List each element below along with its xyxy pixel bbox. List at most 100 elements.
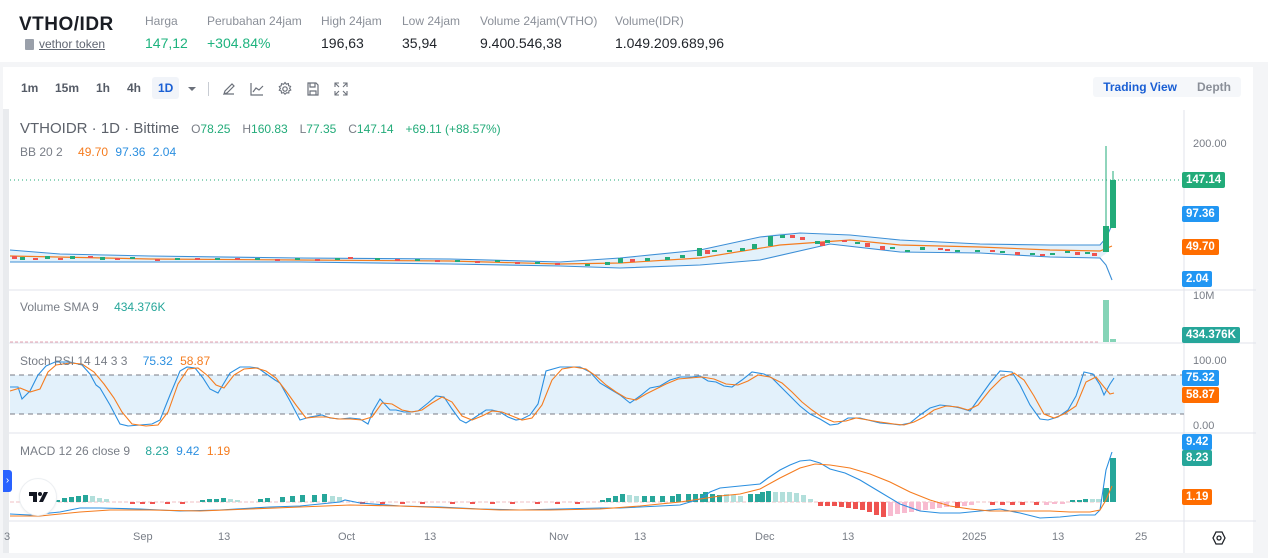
stat-high-24h: High 24jam 196,63 [321, 14, 382, 51]
stoch-legend[interactable]: Stoch RSI 14 14 3 3 75.32 58.87 [20, 354, 214, 368]
x-axis-label: 13 [634, 531, 647, 543]
ohlc-l-label: L [299, 122, 307, 136]
stat-change-24h: Perubahan 24jam +304.84% [207, 14, 302, 51]
stat-price: Harga 147,12 [145, 14, 188, 51]
x-axis-label: Sep [133, 531, 153, 543]
macd-label: MACD 12 26 close 9 [20, 444, 131, 458]
token-link[interactable]: vethor token [39, 37, 106, 51]
bb-lower-tag: 2.04 [1182, 271, 1213, 287]
last-price-tag: 147.14 [1182, 172, 1226, 188]
ohlc-h-label: H [242, 122, 252, 136]
x-axis-label: Dec [755, 531, 775, 543]
bb-upper-tag: 97.36 [1182, 206, 1219, 222]
settings-gear-icon[interactable] [277, 81, 293, 97]
ohlc-close: 147.14 [356, 122, 394, 136]
x-axis-label: 2025 [962, 531, 987, 543]
stoch-axis-tick-0: 0.00 [1193, 420, 1215, 432]
candles [12, 146, 1116, 266]
market-header: VTHO/IDR vethor token Harga 147,12 Perub… [0, 0, 1268, 62]
ohlc-o-label: O [191, 122, 201, 136]
stoch-axis-tick-100: 100.00 [1193, 355, 1227, 367]
volume-legend[interactable]: Volume SMA 9 434.376K [20, 300, 169, 314]
tab-trading-view[interactable]: Trading View [1103, 80, 1177, 94]
bb-basis-tag: 49.70 [1182, 239, 1219, 255]
macd-line-value: 9.42 [176, 444, 200, 458]
x-axis-label: 13 [1052, 531, 1065, 543]
symbol-legend: VTHOIDR · 1D · Bittime O78.25 H160.83 L7… [20, 120, 505, 137]
tradingview-logo-icon [29, 492, 48, 502]
volume-label: Volume SMA 9 [20, 300, 99, 314]
stat-value: 196,63 [321, 35, 364, 51]
x-axis-label: 25 [1135, 531, 1148, 543]
stat-value: 1.049.209.689,96 [615, 35, 724, 51]
bb-label: BB 20 2 [20, 145, 63, 159]
macd-hist-value: 8.23 [145, 444, 169, 458]
stat-value: +304.84% [207, 35, 271, 51]
view-tabs: Trading View Depth [1093, 77, 1241, 97]
macd-hist-tag: 8.23 [1182, 450, 1213, 466]
x-axis-label: 13 [218, 531, 231, 543]
stoch-k-value: 75.32 [142, 354, 173, 368]
stat-value: 9.400.546,38 [480, 35, 562, 51]
token-info: vethor token [25, 37, 105, 51]
bb-legend[interactable]: BB 20 2 49.70 97.36 2.04 [20, 145, 180, 159]
ohlc-c-label: C [348, 122, 357, 136]
volume-axis-tick: 10M [1193, 290, 1215, 302]
stat-label: Volume(IDR) [615, 14, 684, 28]
book-icon [25, 38, 34, 50]
stat-value: 147,12 [145, 35, 188, 51]
ohlc-low: 77.35 [306, 122, 337, 136]
left-sidebar-edge [3, 109, 9, 553]
ohlc-open: 78.25 [200, 122, 231, 136]
ohlc-change: +69.11 (+88.57%) [405, 122, 501, 136]
stoch-d-value: 58.87 [180, 354, 211, 368]
macd-histogram [55, 458, 1116, 517]
macd-legend[interactable]: MACD 12 26 close 9 8.23 9.42 1.19 [20, 444, 234, 458]
timeframe-15m[interactable]: 15m [55, 81, 80, 95]
drawing-pencil-icon[interactable] [221, 81, 237, 97]
symbol-title: VTHOIDR · 1D · Bittime [20, 120, 180, 137]
timeframe-4h[interactable]: 4h [127, 81, 142, 95]
stat-volume-idr: Volume(IDR) 1.049.209.689,96 [615, 14, 724, 51]
toolbar-divider [208, 82, 209, 96]
volume-sma-value: 434.376K [114, 300, 166, 314]
pair-title: VTHO/IDR [19, 14, 114, 35]
volume-sma-tag: 434.376K [1182, 327, 1240, 343]
x-axis-label: 13 [842, 531, 855, 543]
bb-lower-value: 2.04 [152, 145, 177, 159]
stat-label: Perubahan 24jam [207, 14, 302, 28]
macd-line-tag: 9.42 [1182, 434, 1213, 450]
tab-depth[interactable]: Depth [1197, 80, 1231, 94]
save-icon[interactable] [305, 81, 321, 97]
stoch-d-tag: 58.87 [1182, 387, 1219, 403]
chart-toolbar: 1m 15m 1h 4h 1D Trading View Depth [3, 67, 1253, 109]
fullscreen-icon[interactable] [333, 81, 349, 97]
x-axis-label: 3 [4, 531, 11, 543]
stat-label: High 24jam [321, 14, 382, 28]
x-axis-label: 13 [424, 531, 437, 543]
x-axis-label: Oct [338, 531, 356, 543]
macd-signal-value: 1.19 [206, 444, 231, 458]
ohlc-high: 160.83 [251, 122, 288, 136]
macd-signal-tag: 1.19 [1182, 489, 1213, 505]
tradingview-logo[interactable] [19, 478, 57, 516]
chart-settings-icon[interactable] [1211, 530, 1227, 546]
x-axis-label: Nov [549, 531, 569, 543]
indicators-icon[interactable] [249, 81, 265, 97]
right-panel-edge [1256, 62, 1268, 558]
stat-label: Low 24jam [402, 14, 461, 28]
stat-label: Volume 24jam(VTHO) [480, 14, 598, 28]
timeframe-1m[interactable]: 1m [21, 81, 39, 95]
timeframe-1h[interactable]: 1h [96, 81, 111, 95]
expand-sidebar-button[interactable]: › [3, 470, 12, 492]
bb-basis-value: 49.70 [78, 145, 109, 159]
stoch-label: Stoch RSI 14 14 3 3 [20, 354, 128, 368]
dropdown-caret-icon[interactable] [184, 81, 200, 97]
stat-label: Harga [145, 14, 178, 28]
stoch-k-tag: 75.32 [1182, 370, 1219, 386]
price-axis-tick: 200.00 [1193, 138, 1227, 150]
stat-volume-vtho: Volume 24jam(VTHO) 9.400.546,38 [480, 14, 597, 51]
timeframe-1D[interactable]: 1D [152, 77, 180, 99]
bb-upper-value: 97.36 [115, 145, 146, 159]
